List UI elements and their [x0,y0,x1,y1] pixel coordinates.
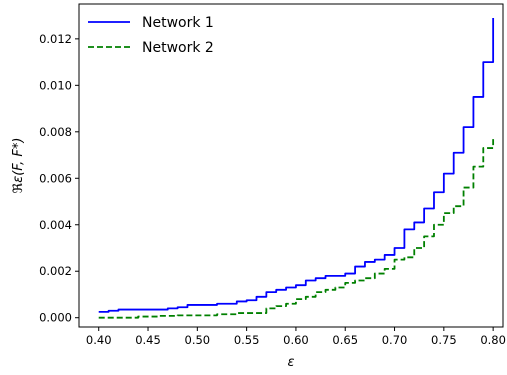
y-tick-label: 0.010 [39,78,72,92]
x-tick-label: 0.80 [480,333,506,347]
y-tick-label: 0.000 [39,311,72,325]
y-tick-label: 0.012 [39,32,72,46]
x-tick-label: 0.50 [185,333,211,347]
x-tick-label: 0.65 [332,333,358,347]
y-tick-label: 0.004 [39,218,72,232]
x-tick-label: 0.40 [86,333,112,347]
legend: Network 1 Network 2 [88,15,214,56]
y-tick-label: 0.002 [39,264,72,278]
y-axis-ticks: 0.000 0.002 0.004 0.006 0.008 0.010 0.012 [39,32,79,325]
x-tick-label: 0.45 [135,333,161,347]
y-axis-label: ℜε(F, F*) [11,138,26,194]
legend-label-2: Network 2 [142,40,214,56]
y-tick-label: 0.006 [39,171,72,185]
legend-label-1: Network 1 [142,15,214,31]
x-axis-label: ε [287,355,294,370]
x-tick-label: 0.55 [234,333,260,347]
x-tick-label: 0.60 [283,333,309,347]
y-tick-label: 0.008 [39,125,72,139]
x-tick-label: 0.75 [431,333,457,347]
series-line-1 [99,18,493,312]
x-axis-ticks: 0.40 0.45 0.50 0.55 0.60 0.65 0.70 0.75 0.80 [86,327,506,347]
x-tick-label: 0.70 [382,333,408,347]
series-line-2 [99,136,493,317]
series-layer [99,18,493,318]
